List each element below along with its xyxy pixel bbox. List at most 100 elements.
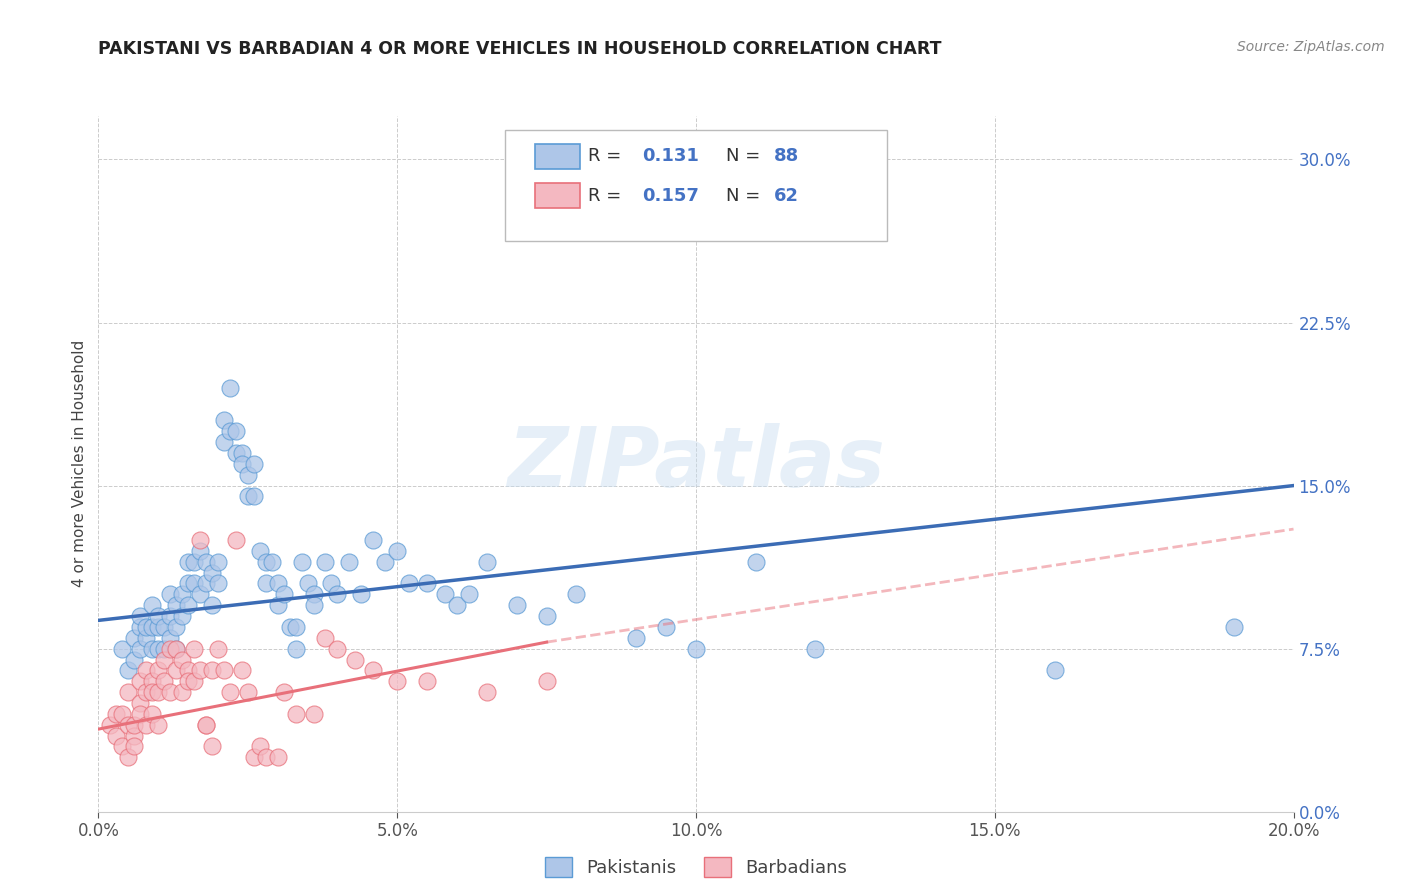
Point — [183, 576, 205, 591]
Point — [254, 750, 277, 764]
Text: Source: ZipAtlas.com: Source: ZipAtlas.com — [1237, 40, 1385, 54]
Point — [219, 685, 242, 699]
Point — [141, 641, 163, 656]
Point — [148, 641, 170, 656]
Point — [129, 706, 152, 721]
Point — [159, 609, 181, 624]
Point — [207, 576, 229, 591]
Point — [212, 413, 235, 427]
Point — [363, 533, 385, 547]
Point — [219, 381, 242, 395]
Text: 88: 88 — [773, 147, 799, 165]
Point — [183, 641, 205, 656]
Point — [148, 609, 170, 624]
Point — [141, 685, 163, 699]
Point — [129, 641, 152, 656]
Point — [458, 587, 481, 601]
Point — [249, 544, 271, 558]
Point — [135, 717, 157, 731]
Point — [290, 555, 312, 569]
Point — [148, 664, 170, 678]
Point — [159, 685, 181, 699]
Text: 62: 62 — [773, 187, 799, 205]
Point — [129, 696, 152, 710]
Point — [231, 664, 253, 678]
Point — [374, 555, 396, 569]
Point — [267, 598, 290, 612]
Point — [416, 576, 439, 591]
Text: N =: N = — [725, 187, 766, 205]
Point — [273, 587, 295, 601]
Point — [135, 664, 157, 678]
Point — [446, 598, 468, 612]
Point — [249, 739, 271, 754]
Point — [267, 750, 290, 764]
Point — [153, 652, 176, 666]
Point — [267, 576, 290, 591]
Point — [177, 664, 200, 678]
Point — [302, 706, 325, 721]
Point — [148, 685, 170, 699]
Point — [111, 739, 134, 754]
Point — [98, 717, 122, 731]
Point — [201, 664, 224, 678]
Point — [105, 706, 128, 721]
Point — [129, 609, 152, 624]
Point — [212, 664, 235, 678]
Point — [385, 674, 409, 689]
Point — [124, 652, 146, 666]
Point — [153, 620, 176, 634]
Point — [254, 555, 277, 569]
Point — [339, 555, 360, 569]
Point — [231, 446, 253, 460]
Point — [105, 729, 128, 743]
Point — [111, 641, 134, 656]
FancyBboxPatch shape — [534, 144, 581, 169]
Point — [685, 641, 707, 656]
Point — [207, 641, 229, 656]
Point — [624, 631, 647, 645]
Point — [124, 631, 146, 645]
Text: 0.157: 0.157 — [643, 187, 699, 205]
Point — [278, 620, 301, 634]
Point — [254, 576, 277, 591]
Point — [804, 641, 827, 656]
Point — [363, 664, 385, 678]
Point — [141, 706, 163, 721]
Point — [172, 609, 194, 624]
Point — [745, 555, 768, 569]
FancyBboxPatch shape — [534, 184, 581, 209]
Point — [117, 717, 139, 731]
Point — [236, 467, 259, 482]
Point — [153, 674, 176, 689]
Point — [124, 739, 146, 754]
Point — [416, 674, 439, 689]
Text: R =: R = — [588, 187, 627, 205]
Point — [148, 717, 170, 731]
Point — [1043, 664, 1066, 678]
Point — [398, 576, 420, 591]
Point — [243, 750, 266, 764]
Point — [188, 587, 211, 601]
Point — [302, 587, 325, 601]
Point — [201, 566, 224, 580]
Point — [236, 490, 259, 504]
Point — [141, 674, 163, 689]
Point — [159, 587, 181, 601]
Point — [188, 664, 211, 678]
Point — [165, 641, 187, 656]
Point — [117, 685, 139, 699]
Y-axis label: 4 or more Vehicles in Household: 4 or more Vehicles in Household — [72, 340, 87, 588]
Point — [117, 664, 139, 678]
Point — [655, 620, 678, 634]
Point — [188, 544, 211, 558]
Point — [212, 435, 235, 450]
Point — [124, 729, 146, 743]
Point — [302, 598, 325, 612]
Point — [194, 717, 218, 731]
Point — [124, 717, 146, 731]
Point — [194, 576, 218, 591]
Point — [260, 555, 283, 569]
Point — [159, 631, 181, 645]
Point — [350, 587, 373, 601]
